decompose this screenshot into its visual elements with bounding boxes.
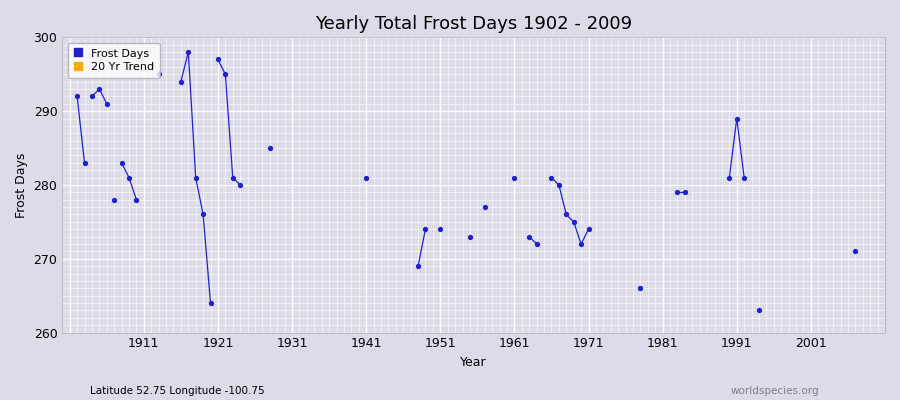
Point — [418, 226, 433, 232]
Point — [574, 241, 589, 247]
Point — [552, 182, 566, 188]
Point — [566, 219, 580, 225]
Point — [359, 174, 374, 181]
Point — [678, 189, 692, 196]
Point — [433, 226, 447, 232]
Point — [151, 71, 166, 78]
Point — [181, 49, 195, 55]
Point — [752, 307, 766, 314]
Point — [122, 174, 136, 181]
Text: worldspecies.org: worldspecies.org — [731, 386, 819, 396]
Point — [730, 115, 744, 122]
Point — [85, 93, 99, 100]
Point — [174, 78, 188, 85]
X-axis label: Year: Year — [460, 356, 487, 369]
Point — [100, 100, 114, 107]
Text: Latitude 52.75 Longitude -100.75: Latitude 52.75 Longitude -100.75 — [90, 386, 265, 396]
Point — [559, 211, 573, 218]
Point — [218, 71, 232, 78]
Point — [737, 174, 751, 181]
Point — [478, 204, 492, 210]
Point — [130, 196, 144, 203]
Point — [263, 145, 277, 151]
Point — [233, 182, 248, 188]
Point — [544, 174, 559, 181]
Legend: Frost Days, 20 Yr Trend: Frost Days, 20 Yr Trend — [68, 43, 160, 78]
Point — [411, 263, 426, 269]
Point — [203, 300, 218, 306]
Point — [196, 211, 211, 218]
Point — [670, 189, 685, 196]
Point — [114, 160, 129, 166]
Point — [848, 248, 862, 254]
Title: Yearly Total Frost Days 1902 - 2009: Yearly Total Frost Days 1902 - 2009 — [315, 15, 632, 33]
Point — [188, 174, 202, 181]
Point — [508, 174, 522, 181]
Point — [226, 174, 240, 181]
Y-axis label: Frost Days: Frost Days — [15, 152, 28, 218]
Point — [107, 196, 122, 203]
Point — [529, 241, 544, 247]
Point — [581, 226, 596, 232]
Point — [463, 234, 477, 240]
Point — [634, 285, 648, 292]
Point — [211, 56, 225, 63]
Point — [77, 160, 92, 166]
Point — [70, 93, 85, 100]
Point — [92, 86, 106, 92]
Point — [722, 174, 736, 181]
Point — [522, 234, 536, 240]
